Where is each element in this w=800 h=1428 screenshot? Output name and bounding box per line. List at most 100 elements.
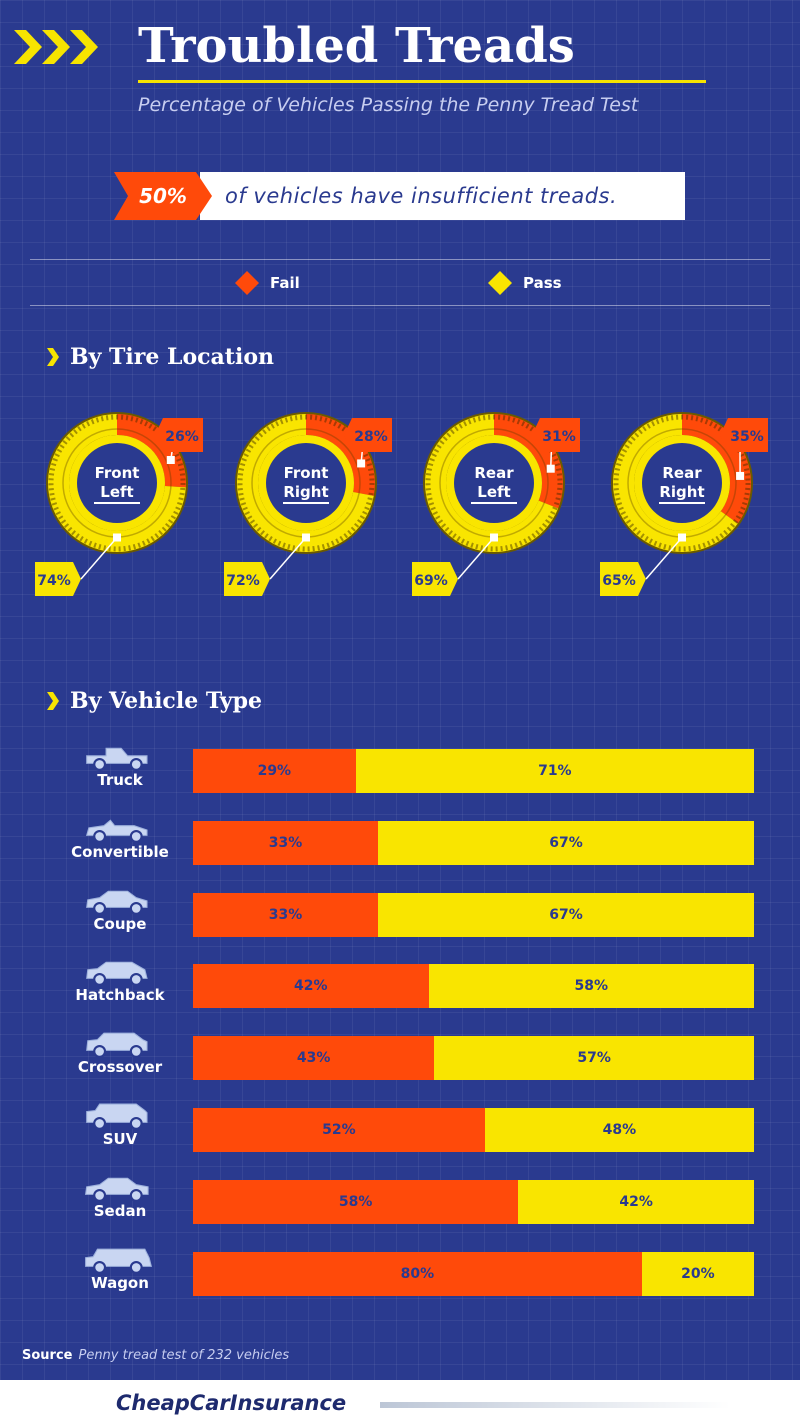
fail-callout	[155, 418, 203, 452]
fail-bar: 33%	[193, 820, 379, 865]
legend-fail: Fail	[234, 268, 300, 298]
vehicle-row: Hatchback 42% 58%	[0, 962, 800, 1009]
fail-callout-value: 28%	[354, 429, 388, 445]
tire-label: Front	[95, 464, 140, 482]
divider	[30, 305, 770, 306]
fail-value: 29%	[257, 763, 292, 779]
stacked-bar: 42% 58%	[193, 964, 754, 1009]
callout-dot	[490, 533, 498, 542]
vehicle-row: SUV 52% 48%	[0, 1103, 800, 1153]
callout-dot	[736, 471, 745, 480]
crossover-icon	[86, 1032, 148, 1059]
banner-percent: 50%	[139, 184, 187, 208]
legend-label: Pass	[523, 274, 562, 292]
callout-dot	[357, 459, 366, 468]
tread-pattern	[237, 414, 375, 552]
fail-bar: 80%	[193, 1251, 642, 1296]
stacked-bar: 33% 67%	[193, 820, 754, 865]
fail-value: 43%	[296, 1050, 331, 1067]
wagon-icon	[85, 1248, 152, 1274]
pass-slice	[48, 414, 186, 552]
pass-bar: 67%	[378, 892, 754, 937]
stacked-bar: 33% 67%	[193, 892, 754, 937]
pass-value: 48%	[602, 1122, 637, 1138]
convertible-icon	[85, 819, 148, 843]
pass-slice	[236, 414, 374, 552]
tread-pattern	[425, 414, 563, 552]
banner-box	[200, 172, 685, 220]
fail-bar: 29%	[193, 749, 356, 793]
fail-callout	[720, 418, 768, 452]
fail-callout	[344, 418, 392, 452]
fail-callout-value: 35%	[730, 429, 764, 445]
section-heading: By Vehicle Type	[46, 688, 262, 714]
section-title: By Tire Location	[70, 344, 274, 370]
pass-value: 71%	[538, 763, 572, 779]
tire-label: Rear	[662, 464, 702, 482]
fail-value: 33%	[268, 906, 303, 923]
source-note: Source Penny tread test of 232 vehicles	[22, 1348, 289, 1363]
vehicle-label: Convertible	[71, 842, 169, 861]
vehicle-row: Truck 29% 71%	[0, 747, 800, 794]
tire-label: Left	[477, 483, 510, 501]
source-label: Source	[22, 1348, 73, 1363]
coupe-icon	[86, 890, 148, 915]
tire-label: Rear	[474, 464, 514, 482]
pass-value: 58%	[574, 978, 609, 995]
pass-value: 20%	[681, 1265, 715, 1282]
sedan-icon	[84, 1177, 149, 1202]
callout-line	[80, 537, 118, 580]
diamond-icon	[235, 271, 259, 295]
chevrons-icon	[14, 30, 98, 64]
pass-bar: 42%	[518, 1179, 754, 1224]
fail-bar: 52%	[193, 1108, 485, 1152]
pass-callout	[412, 562, 458, 596]
pass-value: 42%	[619, 1193, 653, 1210]
pass-bar: 20%	[641, 1251, 754, 1296]
callout-dot	[678, 533, 686, 542]
tire-location-chart: FrontLeft26%74%FrontRight28%72%RearLeft3…	[35, 412, 768, 596]
pass-value: 67%	[549, 834, 583, 851]
pass-bar: 48%	[484, 1108, 754, 1152]
tire-label: Right	[283, 483, 328, 501]
fail-value: 52%	[322, 1122, 356, 1138]
callout-dot	[302, 533, 310, 542]
pass-callout	[35, 562, 81, 596]
stacked-bar: 43% 57%	[193, 1036, 754, 1081]
callout-dot	[166, 456, 175, 465]
pass-bar: 57%	[434, 1036, 754, 1081]
pass-bar: 71%	[355, 749, 754, 793]
page-title: Troubled Treads	[138, 18, 575, 74]
fail-value: 33%	[268, 834, 303, 851]
pass-slice	[425, 414, 559, 552]
callout-line	[269, 537, 307, 580]
legend-label: Fail	[270, 274, 300, 292]
fail-bar: 58%	[193, 1179, 519, 1224]
fail-callout-value: 26%	[165, 429, 199, 445]
section-heading: By Tire Location	[46, 344, 274, 370]
suv-icon	[86, 1103, 148, 1130]
callout-line	[457, 537, 495, 580]
hatchback-icon	[86, 962, 148, 987]
banner-arrow	[114, 172, 212, 220]
stacked-bar: 29% 71%	[193, 749, 754, 793]
pass-bar: 67%	[378, 820, 754, 865]
vehicle-row: Sedan 58% 42%	[0, 1177, 800, 1225]
pass-slice	[613, 414, 738, 552]
vehicle-label: Sedan	[93, 1201, 147, 1220]
fail-callout-value: 31%	[542, 429, 576, 445]
stacked-bar: 80% 20%	[193, 1251, 754, 1296]
pass-callout	[600, 562, 646, 596]
fail-slice	[306, 414, 375, 496]
source-text: Penny tread test of 232 vehicles	[78, 1348, 290, 1363]
pass-bar: 58%	[428, 964, 754, 1009]
tread-pattern	[613, 414, 751, 552]
callout-line	[645, 537, 683, 580]
pass-callout-value: 74%	[37, 573, 71, 589]
fail-value: 80%	[400, 1265, 435, 1282]
callout-dot	[546, 464, 555, 473]
vehicle-label: Crossover	[77, 1058, 163, 1077]
